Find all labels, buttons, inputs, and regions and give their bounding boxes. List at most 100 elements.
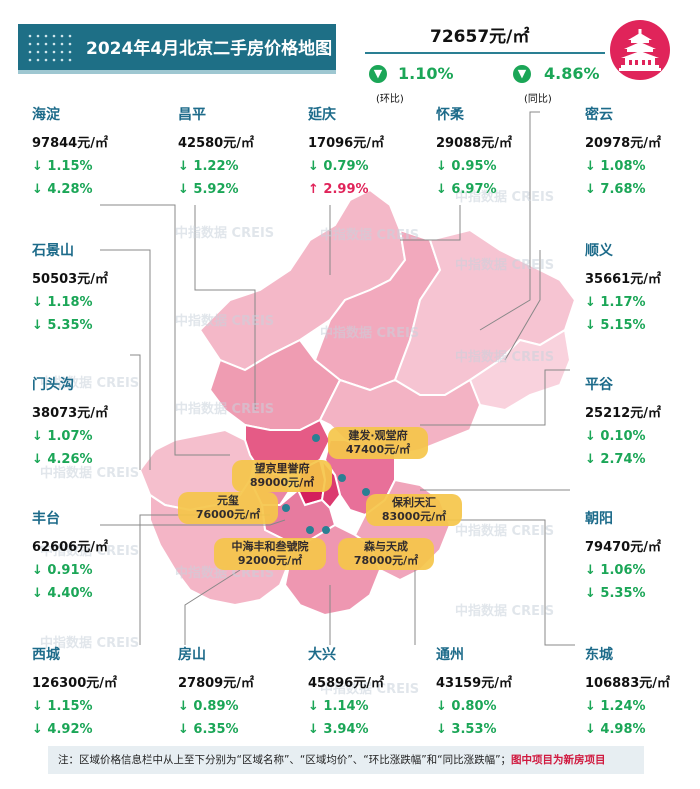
district-info-pinggu: 平谷 25212元/㎡ ↓ 0.10% ↓ 2.74% bbox=[585, 374, 661, 467]
project-price: 83000元/㎡ bbox=[381, 510, 447, 523]
watermark: 中指数据 CREIS bbox=[40, 376, 140, 391]
district-yoy: ↑ 2.99% bbox=[308, 182, 369, 197]
district-price: 27809元/㎡ bbox=[178, 676, 254, 691]
district-info-chaoyang: 朝阳 79470元/㎡ ↓ 1.06% ↓ 5.35% bbox=[585, 508, 661, 601]
district-name: 密云 bbox=[585, 107, 613, 123]
project-marker bbox=[322, 526, 330, 534]
district-mom: ↓ 1.15% bbox=[32, 159, 93, 174]
temple-logo-icon bbox=[610, 20, 670, 80]
district-name: 丰台 bbox=[32, 511, 60, 527]
district-info-yanqing: 延庆 17096元/㎡ ↓ 0.79% ↑ 2.99% bbox=[308, 104, 384, 197]
district-price: 45896元/㎡ bbox=[308, 676, 384, 691]
dots-decoration-icon bbox=[28, 34, 72, 62]
district-price: 126300元/㎡ bbox=[32, 676, 118, 691]
district-name: 门头沟 bbox=[32, 377, 74, 393]
district-name: 海淀 bbox=[32, 107, 60, 123]
watermark: 中指数据 CREIS bbox=[455, 604, 555, 619]
project-marker bbox=[362, 488, 370, 496]
district-yoy: ↓ 3.94% bbox=[308, 722, 369, 737]
overall-yoy: 4.86% bbox=[544, 64, 600, 83]
district-price: 29088元/㎡ bbox=[436, 136, 512, 151]
project-name: 望京里誉府 bbox=[254, 462, 310, 475]
page-title: 2024年4月北京二手房价格地图 bbox=[86, 39, 333, 59]
district-name: 顺义 bbox=[585, 243, 613, 259]
district-info-fengtai: 丰台 62606元/㎡ ↓ 0.91% ↓ 4.40% bbox=[32, 508, 108, 601]
watermark: 中指数据 CREIS bbox=[320, 228, 420, 243]
project-label: 望京里誉府 89000元/㎡ bbox=[232, 460, 332, 492]
overall-mom: 1.10% bbox=[398, 64, 454, 83]
district-price: 50503元/㎡ bbox=[32, 272, 108, 287]
overall-divider bbox=[365, 52, 605, 54]
district-yoy: ↓ 4.98% bbox=[585, 722, 646, 737]
district-yoy: ↓ 5.15% bbox=[585, 318, 646, 333]
district-mom: ↓ 0.80% bbox=[436, 699, 497, 714]
district-mom: ↓ 1.17% bbox=[585, 295, 646, 310]
project-name: 元玺 bbox=[217, 494, 239, 507]
district-yoy: ↓ 4.26% bbox=[32, 452, 93, 467]
district-mom: ↓ 1.18% bbox=[32, 295, 93, 310]
district-name: 通州 bbox=[436, 647, 464, 663]
project-price: 78000元/㎡ bbox=[353, 554, 419, 567]
title-bar: 2024年4月北京二手房价格地图 bbox=[18, 24, 336, 70]
district-mom: ↓ 0.91% bbox=[32, 563, 93, 578]
district-mom: ↓ 0.95% bbox=[436, 159, 497, 174]
district-price: 42580元/㎡ bbox=[178, 136, 254, 151]
district-info-mentougou: 门头沟 38073元/㎡ ↓ 1.07% ↓ 4.26% bbox=[32, 374, 108, 467]
project-name: 保利天汇 bbox=[392, 496, 436, 509]
down-triangle-icon: ▼ bbox=[369, 65, 387, 83]
district-mom: ↓ 0.79% bbox=[308, 159, 369, 174]
footnote-bar: 注：区域价格信息栏中从上至下分别为“区域名称”、“区域均价”、“环比涨跌幅”和“… bbox=[48, 746, 644, 774]
district-price: 97844元/㎡ bbox=[32, 136, 108, 151]
project-price: 89000元/㎡ bbox=[249, 476, 315, 489]
district-info-shijingshan: 石景山 50503元/㎡ ↓ 1.18% ↓ 5.35% bbox=[32, 240, 108, 333]
district-info-shunyi: 顺义 35661元/㎡ ↓ 1.17% ↓ 5.15% bbox=[585, 240, 661, 333]
district-price: 38073元/㎡ bbox=[32, 406, 108, 421]
district-name: 怀柔 bbox=[436, 107, 464, 123]
district-name: 朝阳 bbox=[585, 511, 613, 527]
district-mom: ↓ 1.15% bbox=[32, 699, 93, 714]
district-price: 35661元/㎡ bbox=[585, 272, 661, 287]
district-yoy: ↓ 7.68% bbox=[585, 182, 646, 197]
footnote-highlight: 图中项目为新房项目 bbox=[511, 754, 606, 766]
project-label: 元玺 76000元/㎡ bbox=[178, 492, 278, 524]
project-label: 保利天汇 83000元/㎡ bbox=[366, 494, 462, 526]
district-name: 大兴 bbox=[308, 647, 336, 663]
footnote-text: 注：区域价格信息栏中从上至下分别为“区域名称”、“区域均价”、“环比涨跌幅”和“… bbox=[58, 754, 512, 766]
district-price: 79470元/㎡ bbox=[585, 540, 661, 555]
district-yoy: ↓ 3.53% bbox=[436, 722, 497, 737]
district-mom: ↓ 0.10% bbox=[585, 429, 646, 444]
district-mom: ↓ 1.06% bbox=[585, 563, 646, 578]
district-name: 房山 bbox=[178, 647, 206, 663]
project-label: 森与天成 78000元/㎡ bbox=[338, 538, 434, 570]
district-yoy: ↓ 4.40% bbox=[32, 586, 93, 601]
district-info-miyun: 密云 20978元/㎡ ↓ 1.08% ↓ 7.68% bbox=[585, 104, 661, 197]
watermark: 中指数据 CREIS bbox=[40, 636, 140, 651]
district-mom: ↓ 1.22% bbox=[178, 159, 239, 174]
district-yoy: ↓ 4.92% bbox=[32, 722, 93, 737]
project-label: 建发·观堂府 47400元/㎡ bbox=[328, 427, 428, 459]
district-price: 62606元/㎡ bbox=[32, 540, 108, 555]
project-price: 92000元/㎡ bbox=[237, 554, 303, 567]
project-name: 中海丰和叁號院 bbox=[231, 540, 309, 553]
district-mom: ↓ 1.08% bbox=[585, 159, 646, 174]
district-mom: ↓ 1.07% bbox=[32, 429, 93, 444]
district-yoy: ↓ 2.74% bbox=[585, 452, 646, 467]
project-price: 76000元/㎡ bbox=[195, 508, 261, 521]
district-mom: ↓ 0.89% bbox=[178, 699, 239, 714]
district-price: 25212元/㎡ bbox=[585, 406, 661, 421]
district-price: 43159元/㎡ bbox=[436, 676, 512, 691]
district-yoy: ↓ 6.97% bbox=[436, 182, 497, 197]
overall-yoy-label: (同比) bbox=[524, 94, 552, 105]
project-marker bbox=[282, 504, 290, 512]
project-price: 47400元/㎡ bbox=[345, 443, 411, 456]
watermark: 中指数据 CREIS bbox=[320, 326, 420, 341]
watermark: 中指数据 CREIS bbox=[175, 314, 275, 329]
district-price: 106883元/㎡ bbox=[585, 676, 671, 691]
district-info-huairou: 怀柔 29088元/㎡ ↓ 0.95% ↓ 6.97% bbox=[436, 104, 512, 197]
district-yoy: ↓ 5.35% bbox=[32, 318, 93, 333]
district-name: 延庆 bbox=[308, 107, 336, 123]
project-label: 中海丰和叁號院 92000元/㎡ bbox=[214, 538, 326, 570]
watermark: 中指数据 CREIS bbox=[175, 402, 275, 417]
district-name: 东城 bbox=[585, 647, 613, 663]
district-info-dongcheng: 东城 106883元/㎡ ↓ 1.24% ↓ 4.98% bbox=[585, 644, 670, 737]
